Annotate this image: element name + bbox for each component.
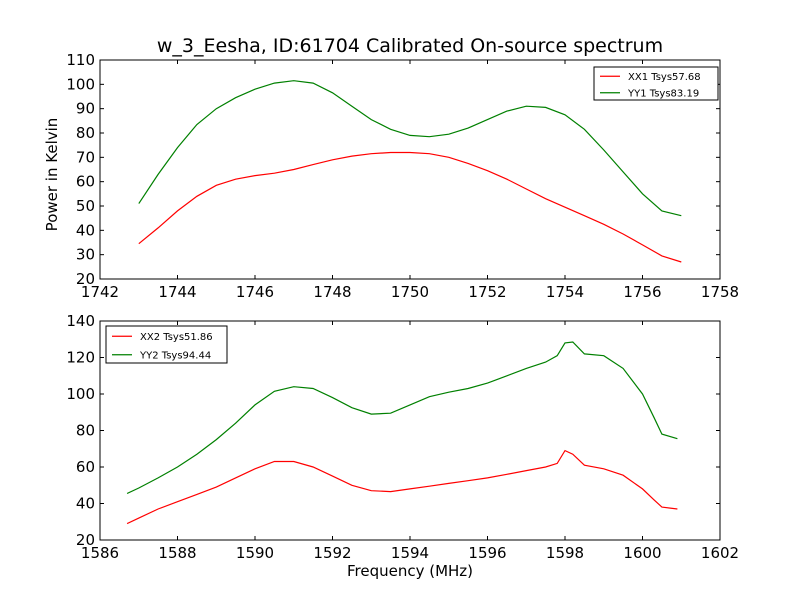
x-tick-label-2-7: 1600 <box>623 544 661 562</box>
y-tick-label-1-0: 20 <box>76 270 95 288</box>
chart-panel-2: 1586 1588 1590 1592 1594 1596 1598 1600 1602 20 40… <box>66 312 739 580</box>
series-line-2-2 <box>126 341 678 495</box>
x-tick-label-1-6: 1754 <box>546 283 584 301</box>
x-tick-label-2-2: 1590 <box>236 544 274 562</box>
y-tick-label-1-8: 100 <box>66 75 95 93</box>
x-tick-label-2-6: 1598 <box>546 544 584 562</box>
x-tick-label-1-0: 1742 <box>81 283 119 301</box>
y-tick-label-2-4: 100 <box>66 385 95 403</box>
legend-box-1 <box>593 66 719 101</box>
x-tick-label-1-5: 1752 <box>468 283 506 301</box>
y-tick-label-2-2: 60 <box>76 458 95 476</box>
legend-box-2 <box>105 325 228 364</box>
y-tick-label-2-1: 40 <box>76 495 95 513</box>
y-tick-label-1-7: 90 <box>76 100 95 118</box>
legend-label-1-2: YY1 Tsys83.19 <box>627 88 699 99</box>
x-tick-label-1-4: 1750 <box>391 283 429 301</box>
y-tick-label-2-5: 120 <box>66 349 95 367</box>
y-tick-label-1-5: 70 <box>76 148 95 166</box>
legend-1: XX1 Tsys57.68 YY1 Tsys83.19 <box>593 66 719 101</box>
series-line-1-2 <box>138 80 682 217</box>
chart-title: w_3_Eesha, ID:61704 Calibrated On-source… <box>157 35 663 57</box>
x-tick-label-1-8: 1758 <box>701 283 739 301</box>
y-tick-label-1-2: 40 <box>76 221 95 239</box>
x-axis-label: Frequency (MHz) <box>347 562 473 580</box>
y-tick-label-2-3: 80 <box>76 422 95 440</box>
x-tick-label-1-2: 1746 <box>236 283 274 301</box>
legend-2: XX2 Tsys51.86 YY2 Tsys94.44 <box>105 325 228 364</box>
x-tick-label-1-3: 1748 <box>313 283 351 301</box>
y-tick-label-1-4: 60 <box>76 173 95 191</box>
x-tick-label-2-1: 1588 <box>158 544 196 562</box>
series-line-2-1 <box>126 449 678 525</box>
x-tick-label-2-8: 1602 <box>701 544 739 562</box>
y-tick-label-1-1: 30 <box>76 246 95 264</box>
x-tick-label-1-1: 1744 <box>158 283 196 301</box>
x-tick-label-2-0: 1586 <box>81 544 119 562</box>
y-tick-label-2-6: 140 <box>66 312 95 330</box>
y-tick-label-1-6: 80 <box>76 124 95 142</box>
series-line-1-1 <box>138 151 682 263</box>
legend-label-1-1: XX1 Tsys57.68 <box>628 72 701 83</box>
x-tick-label-2-3: 1592 <box>313 544 351 562</box>
y-axis-label: Power in Kelvin <box>43 118 61 232</box>
x-tick-label-2-5: 1596 <box>468 544 506 562</box>
y-tick-label-1-9: 110 <box>66 51 95 69</box>
y-tick-label-1-3: 50 <box>76 197 95 215</box>
x-tick-label-2-4: 1594 <box>391 544 429 562</box>
legend-label-2-1: XX2 Tsys51.86 <box>140 332 213 343</box>
legend-label-2-2: YY2 Tsys94.44 <box>139 350 211 361</box>
x-tick-label-1-7: 1756 <box>623 283 661 301</box>
y-tick-label-2-0: 20 <box>76 531 95 549</box>
chart-panel-1: 1742 1744 1746 1748 1750 1752 1754 1756 1758 20 30… <box>43 35 739 301</box>
